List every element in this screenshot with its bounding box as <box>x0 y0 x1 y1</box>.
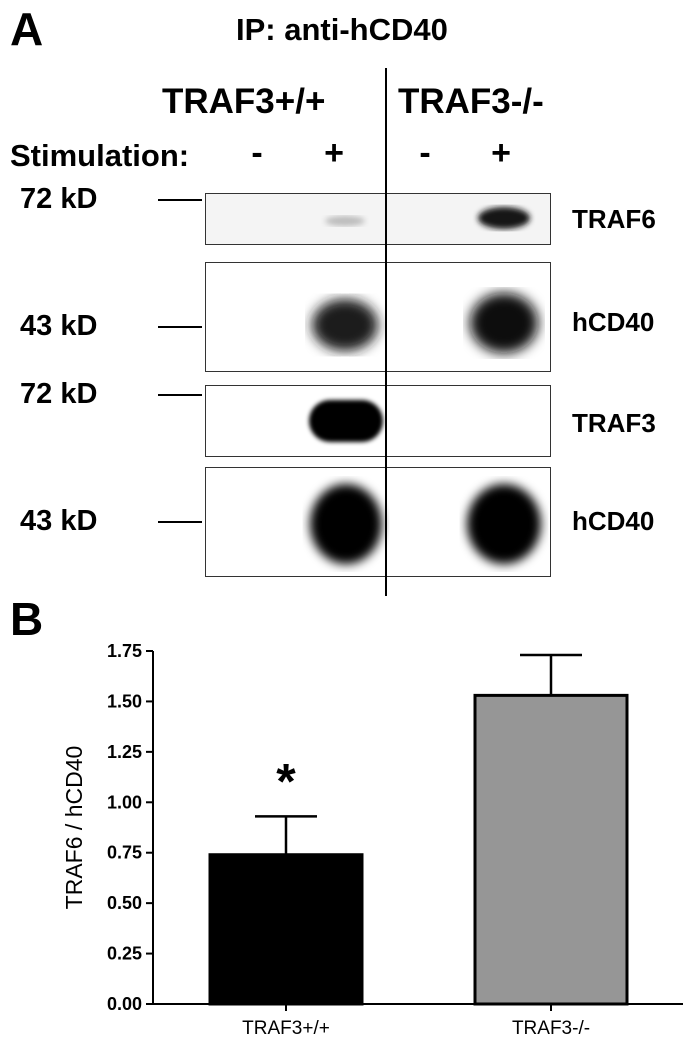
band-hcd40b-wt-stim <box>310 484 382 564</box>
genotype-wt-label: TRAF3+/+ <box>162 82 326 121</box>
band-hcd40-ko-stim <box>470 293 538 353</box>
panel-a-letter: A <box>10 3 44 55</box>
band-traf3-wt-stim <box>309 400 383 442</box>
panel-b-letter: B <box>10 593 44 645</box>
y-tick-label-0: 0.00 <box>107 994 142 1014</box>
lane-divider <box>385 68 387 596</box>
stim-sign-ko-minus: - <box>419 134 431 172</box>
y-tick-label-5: 1.25 <box>107 742 142 762</box>
y-tick-label-1: 0.25 <box>107 944 142 964</box>
stim-sign-wt-minus: - <box>251 134 263 172</box>
y-tick-label-2: 0.50 <box>107 893 142 913</box>
ip-title: IP: anti-hCD40 <box>236 12 448 47</box>
bar-0 <box>208 853 364 1006</box>
blot-label-hcd40-bottom: hCD40 <box>572 506 655 536</box>
bar-1 <box>473 693 629 1006</box>
blot-hcd40-bottom <box>205 467 551 577</box>
stim-sign-wt-plus: + <box>324 134 344 172</box>
stimulation-label: Stimulation: <box>10 138 190 173</box>
band-traf6-ko-stim <box>478 207 530 229</box>
blot-traf3-bands <box>309 400 383 442</box>
blot-label-traf6: TRAF6 <box>572 204 656 234</box>
mw-tick-72-a <box>158 199 202 201</box>
x-tick-label-0: TRAF3+/+ <box>242 1018 330 1039</box>
genotype-ko-label: TRAF3-/- <box>398 82 544 121</box>
blot-traf6 <box>205 193 551 245</box>
y-tick-label-3: 0.75 <box>107 843 142 863</box>
blot-label-traf3: TRAF3 <box>572 408 656 438</box>
y-tick-label-4: 1.00 <box>107 792 142 812</box>
y-axis-label: TRAF6 / hCD40 <box>61 746 87 910</box>
mw-tick-43-b <box>158 521 202 523</box>
band-hcd40b-ko-stim <box>467 484 541 564</box>
blot-hcd40-top-bands <box>312 293 538 353</box>
blot-traf6-bands <box>325 207 530 229</box>
blot-label-hcd40-top: hCD40 <box>572 307 655 337</box>
mw-marker-72-b: 72 kD <box>20 378 98 410</box>
significance-asterisk-0: * <box>276 753 296 809</box>
x-tick-label-1: TRAF3-/- <box>512 1018 590 1039</box>
stim-sign-ko-plus: + <box>491 134 511 172</box>
mw-tick-72-b <box>158 394 202 396</box>
mw-marker-72-a: 72 kD <box>20 183 98 215</box>
band-hcd40-wt-stim <box>312 299 378 351</box>
y-tick-label-6: 1.50 <box>107 691 142 711</box>
mw-marker-43-b: 43 kD <box>20 505 98 537</box>
blot-hcd40-bottom-bands <box>310 484 541 564</box>
mw-tick-43-a <box>158 326 202 328</box>
mw-marker-43-a: 43 kD <box>20 310 98 342</box>
y-tick-label-7: 1.75 <box>107 641 142 661</box>
band-traf6-wt-stim <box>325 216 365 226</box>
blot-hcd40-top <box>205 262 551 372</box>
blot-traf3 <box>205 385 551 457</box>
